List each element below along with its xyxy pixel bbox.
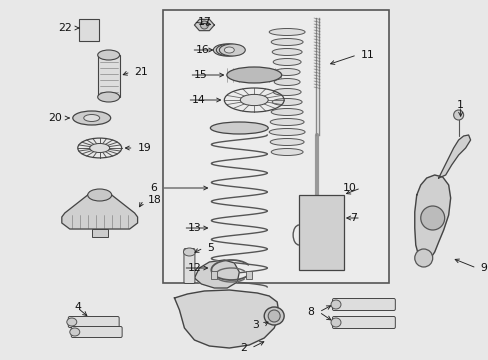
Bar [92, 229, 107, 237]
Ellipse shape [216, 44, 242, 56]
Ellipse shape [83, 114, 100, 122]
Ellipse shape [67, 318, 77, 326]
Ellipse shape [270, 139, 304, 145]
Bar [299, 195, 343, 270]
Ellipse shape [271, 39, 303, 45]
Bar [245, 271, 251, 279]
Ellipse shape [274, 78, 300, 86]
FancyBboxPatch shape [71, 327, 122, 338]
Ellipse shape [90, 144, 109, 153]
FancyBboxPatch shape [332, 298, 394, 310]
Text: 16: 16 [195, 45, 209, 55]
Text: 17: 17 [197, 17, 211, 27]
FancyBboxPatch shape [79, 19, 99, 41]
Text: 12: 12 [187, 263, 201, 273]
Ellipse shape [226, 67, 281, 83]
FancyBboxPatch shape [183, 248, 195, 284]
Circle shape [200, 21, 208, 29]
Text: 8: 8 [306, 307, 313, 317]
Ellipse shape [272, 99, 302, 105]
Text: 9: 9 [480, 263, 487, 273]
Ellipse shape [240, 94, 267, 105]
Ellipse shape [213, 44, 239, 56]
Text: 22: 22 [58, 23, 72, 33]
Text: 4: 4 [74, 302, 81, 312]
Text: 21: 21 [134, 67, 148, 77]
Polygon shape [61, 195, 137, 229]
Ellipse shape [224, 47, 234, 53]
Ellipse shape [70, 328, 80, 336]
FancyBboxPatch shape [68, 316, 119, 328]
Bar [98, 55, 120, 97]
Ellipse shape [98, 50, 120, 60]
Polygon shape [194, 19, 214, 31]
Text: 19: 19 [137, 143, 151, 153]
Ellipse shape [269, 129, 305, 135]
Text: 6: 6 [150, 183, 157, 193]
Ellipse shape [271, 149, 303, 156]
Circle shape [420, 206, 444, 230]
Bar [211, 271, 217, 279]
Text: 13: 13 [187, 223, 201, 233]
Ellipse shape [219, 44, 245, 56]
Ellipse shape [273, 58, 301, 66]
Ellipse shape [210, 122, 267, 134]
Polygon shape [174, 290, 279, 348]
Text: 20: 20 [48, 113, 61, 123]
Ellipse shape [264, 307, 284, 325]
Text: 15: 15 [193, 70, 207, 80]
Ellipse shape [330, 300, 340, 309]
Text: 18: 18 [147, 195, 161, 205]
FancyBboxPatch shape [332, 316, 394, 328]
Text: 7: 7 [349, 213, 356, 223]
Ellipse shape [274, 68, 300, 76]
Circle shape [453, 110, 463, 120]
Text: 10: 10 [343, 183, 356, 193]
Bar [162, 10, 388, 283]
Ellipse shape [87, 189, 111, 201]
Text: 2: 2 [240, 343, 247, 353]
Ellipse shape [271, 108, 303, 116]
Text: 11: 11 [360, 50, 374, 60]
Circle shape [267, 310, 280, 322]
Ellipse shape [330, 318, 340, 327]
Ellipse shape [273, 89, 301, 95]
Polygon shape [438, 135, 469, 178]
Ellipse shape [73, 111, 110, 125]
Ellipse shape [183, 248, 195, 256]
Circle shape [414, 249, 432, 267]
Ellipse shape [270, 118, 304, 126]
Ellipse shape [98, 92, 120, 102]
Text: 1: 1 [456, 100, 463, 110]
Text: 14: 14 [191, 95, 205, 105]
Polygon shape [194, 260, 239, 288]
Polygon shape [414, 175, 450, 260]
Ellipse shape [269, 28, 305, 36]
Text: 3: 3 [252, 320, 259, 330]
Text: 5: 5 [207, 243, 214, 253]
Ellipse shape [272, 49, 302, 55]
